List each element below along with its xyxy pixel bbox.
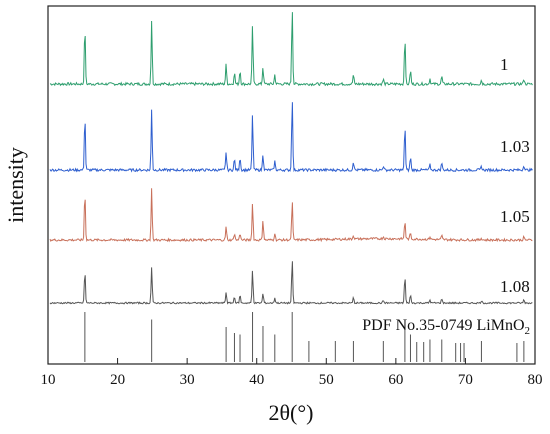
series-label-3: 1.05 [500, 207, 530, 226]
xrd-traces [49, 12, 533, 305]
series-label-4: 1.08 [500, 277, 530, 296]
series-label-2: 1.03 [500, 137, 530, 156]
x-tick-label-1: 20 [110, 372, 125, 388]
reference-label-subscript: 2 [525, 325, 531, 337]
x-tick-label-0: 10 [41, 372, 56, 388]
x-tick-label-2: 30 [180, 372, 195, 388]
plot-frame [47, 5, 536, 365]
x-tick-label-6: 70 [458, 372, 473, 388]
reference-pattern [84, 312, 525, 362]
y-axis-title: intensity [3, 147, 28, 223]
x-tick-label-7: 80 [528, 372, 543, 388]
x-tick-label-5: 60 [388, 372, 403, 388]
reference-label: PDF No.35-0749 LiMnO2 [362, 317, 530, 337]
trace-2 [49, 102, 533, 173]
series-label-1: 1 [500, 55, 509, 74]
x-tick-label-4: 50 [319, 372, 334, 388]
reference-label-text: PDF No.35-0749 LiMnO [362, 317, 524, 334]
trace-4 [49, 261, 533, 305]
x-axis: 10 20 30 40 50 60 70 80 [41, 358, 543, 388]
x-axis-title: 2θ(°) [269, 400, 314, 425]
trace-3 [49, 188, 533, 243]
trace-1 [49, 12, 533, 87]
x-tick-label-3: 40 [249, 372, 264, 388]
series-labels: 1 1.03 1.05 1.08 [500, 55, 530, 296]
